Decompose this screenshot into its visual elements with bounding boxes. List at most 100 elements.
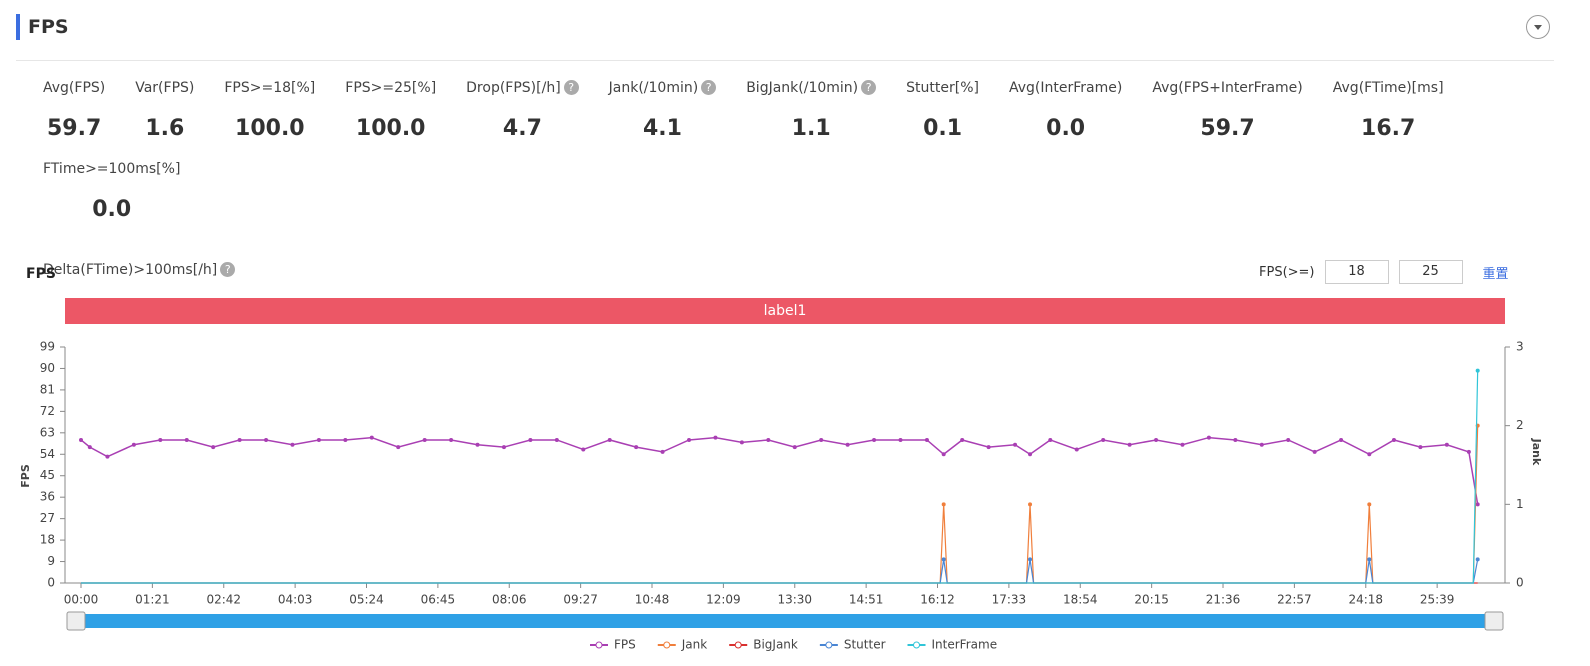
x-tick-label: 16:12 (920, 593, 955, 607)
series-line (81, 559, 1479, 584)
metric-value: 4.7 (502, 116, 542, 141)
metric-label: Avg(FTime)[ms] (1332, 80, 1444, 96)
point (1367, 452, 1372, 457)
point (1391, 437, 1396, 442)
x-tick-label: 04:03 (278, 593, 313, 607)
x-tick-label: 09:27 (563, 593, 598, 607)
zoom-slider[interactable] (75, 614, 1495, 628)
y-tick-label: 90 (40, 361, 55, 375)
point (1418, 445, 1423, 450)
metric-value: 100.0 (355, 116, 426, 141)
point (1233, 437, 1238, 442)
point (422, 437, 427, 442)
point (1259, 442, 1264, 447)
metric-value: 16.7 (1361, 116, 1416, 141)
y-tick-label: 18 (40, 533, 55, 547)
x-tick-label: 22:57 (1277, 593, 1312, 607)
x-tick-label: 20:15 (1134, 593, 1169, 607)
metric-value: 0.1 (923, 116, 963, 141)
point (1286, 437, 1291, 442)
point (449, 437, 454, 442)
metric-label: Jank(/10min) (608, 80, 699, 96)
y-tick-label: 81 (40, 382, 55, 396)
y-axis-label: FPS (19, 464, 32, 488)
point (1154, 437, 1159, 442)
point (1028, 557, 1033, 562)
point (264, 437, 269, 442)
page-title: FPS (16, 14, 69, 40)
series-line (81, 370, 1479, 584)
point (131, 442, 136, 447)
point (369, 435, 374, 440)
point (79, 437, 83, 442)
x-tick-label: 25:39 (1420, 593, 1455, 607)
metric-value: 1.1 (791, 116, 831, 141)
x-tick-label: 21:36 (1206, 593, 1241, 607)
help-icon[interactable]: ? (861, 80, 877, 95)
metric: Stutter[%] 0.1 (906, 80, 979, 141)
threshold-label: FPS(>=) (1259, 264, 1315, 280)
point (941, 557, 946, 562)
series-line (81, 425, 1479, 584)
y2-tick-label: 3 (1516, 340, 1524, 354)
collapse-button[interactable] (1526, 15, 1550, 39)
point (941, 452, 946, 457)
metric-label-row: FPS>=18[%] (224, 80, 315, 100)
point (1028, 452, 1033, 457)
metric: Drop(FPS)[/h]? 4.7 (466, 80, 579, 141)
point (1180, 442, 1185, 447)
help-icon[interactable]: ? (563, 80, 579, 95)
point (819, 437, 824, 442)
metric-label: FTime>=100ms[%] (43, 161, 181, 177)
point (211, 445, 216, 450)
point (872, 437, 877, 442)
metric-label: Avg(InterFrame) (1008, 80, 1123, 96)
metric-label: FPS>=25[%] (345, 80, 437, 96)
point (845, 442, 850, 447)
point (87, 445, 92, 450)
point (607, 437, 612, 442)
metric: FTime>=100ms[%] 0.0 (43, 161, 180, 222)
slider-handle[interactable] (1484, 611, 1504, 631)
metric: Jank(/10min)? 4.1 (609, 80, 717, 141)
help-icon[interactable]: ? (220, 262, 236, 277)
point (475, 442, 480, 447)
point (581, 447, 586, 452)
label-band (65, 298, 1505, 324)
point (792, 445, 797, 450)
point (1013, 442, 1018, 447)
point (184, 437, 189, 442)
x-tick-label: 00:00 (64, 593, 99, 607)
y2-tick-label: 1 (1516, 497, 1524, 511)
x-tick-label: 18:54 (1063, 593, 1098, 607)
point (1367, 557, 1372, 562)
point (1466, 449, 1471, 454)
x-tick-label: 06:45 (421, 593, 456, 607)
metric-label: FPS>=18[%] (224, 80, 316, 96)
point (105, 454, 110, 459)
metrics: Avg(FPS) 59.7 Var(FPS) 1.6 FPS>=18[%] 100.0 FP… (43, 80, 1553, 323)
point (1475, 368, 1480, 373)
point (924, 437, 929, 442)
legend-marker (913, 641, 921, 649)
legend-marker (825, 641, 833, 649)
help-icon[interactable]: ? (701, 80, 717, 95)
x-tick-label: 05:24 (349, 593, 384, 607)
point (1475, 557, 1480, 562)
slider-handle[interactable] (66, 611, 86, 631)
legend-marker (663, 641, 671, 649)
threshold-input[interactable]: 18 (1324, 260, 1389, 284)
threshold-input[interactable]: 25 (1398, 260, 1463, 284)
controls: FPS(>=) 18 25 重置 (1259, 260, 1509, 284)
point (1074, 447, 1079, 452)
metric-value: 59.7 (46, 116, 102, 141)
y-tick-label: 9 (47, 554, 55, 568)
legend-label: FPS (614, 638, 636, 652)
reset-link[interactable]: 重置 (1482, 266, 1509, 282)
band-label: label1 (764, 303, 807, 319)
metric-label: Var(FPS) (135, 80, 195, 96)
metric-label-row: Var(FPS) (135, 80, 194, 100)
metric-label-row: FPS>=25[%] (345, 80, 436, 100)
point (396, 445, 401, 450)
